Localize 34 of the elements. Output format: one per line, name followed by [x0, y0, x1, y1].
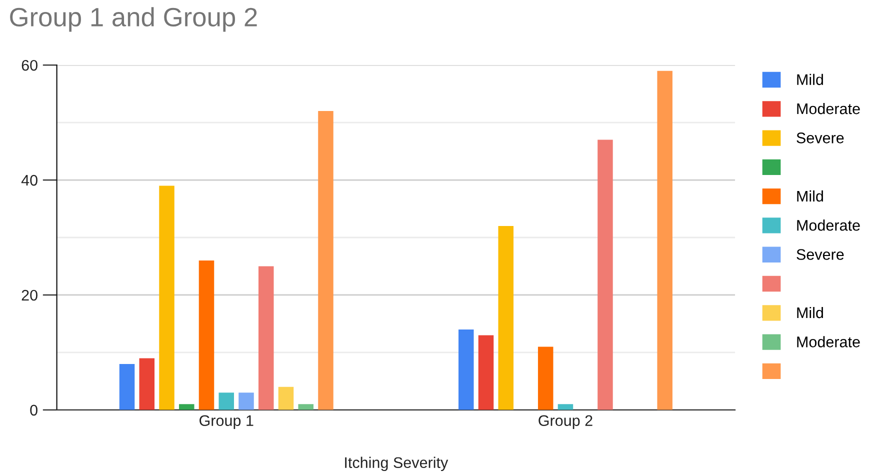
bar	[558, 404, 574, 410]
bar	[538, 346, 554, 410]
chart-title: Group 1 and Group 2	[10, 7, 257, 32]
bar	[238, 392, 254, 410]
y-tick-label: 40	[21, 174, 38, 186]
legend-label: Moderate	[797, 220, 860, 231]
legend-label: Severe	[796, 249, 844, 260]
bar	[318, 111, 334, 410]
legend-label: Mild	[797, 74, 823, 86]
legend-label: Mild	[797, 306, 823, 318]
bar	[298, 404, 314, 410]
legend-label: Moderate	[797, 336, 860, 348]
y-tick-label: 0	[30, 404, 38, 416]
bar	[598, 140, 613, 410]
x-axis-title: Itching Severity	[345, 456, 448, 472]
y-tick-label: 60	[22, 60, 38, 71]
x-tick-label: Group 1	[200, 415, 254, 430]
bar	[139, 358, 155, 410]
legend-label: Mild	[797, 190, 823, 202]
legend-label: Severe	[796, 132, 844, 144]
bar	[218, 392, 234, 410]
bar	[159, 186, 174, 410]
legend-label: Moderate	[797, 102, 860, 114]
bar	[178, 404, 194, 410]
bar	[478, 335, 494, 410]
y-tick-label: 20	[22, 290, 38, 301]
bar	[119, 364, 135, 410]
bar	[198, 260, 214, 410]
bar	[657, 70, 672, 410]
bar	[258, 266, 274, 410]
x-tick-label: Group 2	[538, 415, 592, 430]
bar	[458, 329, 474, 410]
bar	[278, 386, 294, 410]
bar	[498, 226, 514, 410]
